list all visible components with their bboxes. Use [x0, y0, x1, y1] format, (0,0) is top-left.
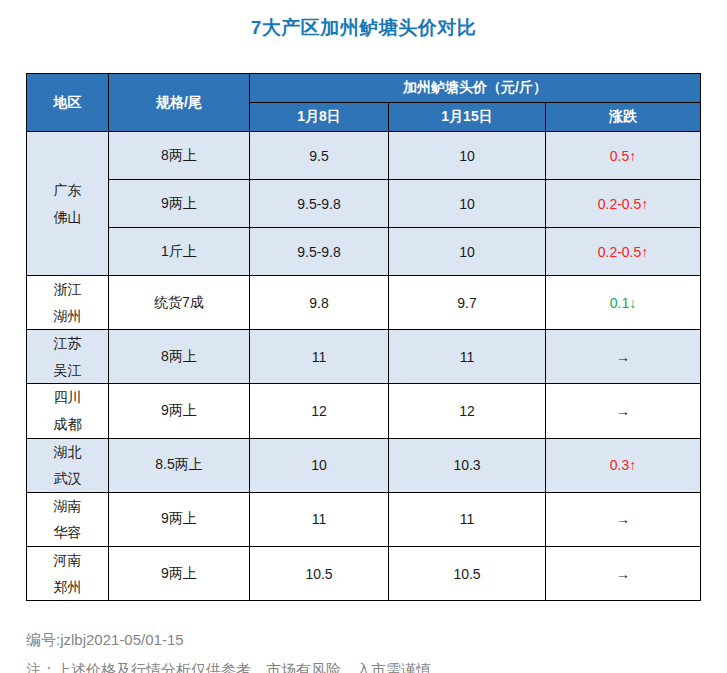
page-title: 7大产区加州鲈塘头价对比 — [0, 0, 727, 41]
header-cell-price-span: 加州鲈塘头价（元/斤） — [250, 74, 701, 103]
price2-cell: 11 — [389, 492, 546, 546]
table-row: 湖南 华容 9两上 11 11 → — [27, 492, 701, 546]
change-cell: → — [546, 330, 701, 384]
region-cell: 江苏 吴江 — [27, 330, 109, 384]
report-code: 编号:jzlbj2021-05/01-15 — [26, 631, 727, 650]
change-cell: 0.2-0.5↑ — [546, 180, 701, 228]
header-cell-change: 涨跌 — [546, 103, 701, 132]
price1-cell: 11 — [250, 492, 389, 546]
spec-cell: 9两上 — [109, 180, 250, 228]
price2-cell: 10 — [389, 180, 546, 228]
price2-cell: 10.5 — [389, 546, 546, 600]
price-comparison-table: 地区 规格/尾 加州鲈塘头价（元/斤） 1月8日 1月15日 涨跌 广东 佛山 … — [26, 73, 701, 601]
price1-cell: 10 — [250, 438, 389, 492]
table-row: 1斤上 9.5-9.8 10 0.2-0.5↑ — [27, 228, 701, 276]
change-cell: 0.5↑ — [546, 132, 701, 180]
price1-cell: 12 — [250, 384, 389, 438]
change-cell: 0.3↑ — [546, 438, 701, 492]
table-row: 四川 成都 9两上 12 12 → — [27, 384, 701, 438]
region-cell: 湖北 武汉 — [27, 438, 109, 492]
table-row: 江苏 吴江 8两上 11 11 → — [27, 330, 701, 384]
header-cell-region: 地区 — [27, 74, 109, 132]
header-cell-spec: 规格/尾 — [109, 74, 250, 132]
price1-cell: 11 — [250, 330, 389, 384]
price1-cell: 9.5-9.8 — [250, 180, 389, 228]
table-row: 河南 郑州 9两上 10.5 10.5 → — [27, 546, 701, 600]
table-row: 广东 佛山 8两上 9.5 10 0.5↑ — [27, 132, 701, 180]
price2-cell: 12 — [389, 384, 546, 438]
change-cell: → — [546, 492, 701, 546]
change-cell: 0.2-0.5↑ — [546, 228, 701, 276]
disclaimer-note: 注：上述价格及行情分析仅供参考，市场有风险，入市需谨慎。 — [26, 661, 727, 673]
spec-cell: 9两上 — [109, 546, 250, 600]
price2-cell: 9.7 — [389, 276, 546, 330]
change-cell: → — [546, 546, 701, 600]
header-cell-date2: 1月15日 — [389, 103, 546, 132]
price1-cell: 9.5 — [250, 132, 389, 180]
spec-cell: 1斤上 — [109, 228, 250, 276]
spec-cell: 8两上 — [109, 330, 250, 384]
region-cell: 广东 佛山 — [27, 132, 109, 276]
spec-cell: 统货7成 — [109, 276, 250, 330]
table-row: 浙江 湖州 统货7成 9.8 9.7 0.1↓ — [27, 276, 701, 330]
price2-cell: 11 — [389, 330, 546, 384]
price1-cell: 9.5-9.8 — [250, 228, 389, 276]
spec-cell: 9两上 — [109, 384, 250, 438]
region-cell: 四川 成都 — [27, 384, 109, 438]
spec-cell: 9两上 — [109, 492, 250, 546]
spec-cell: 8.5两上 — [109, 438, 250, 492]
table-header: 地区 规格/尾 加州鲈塘头价（元/斤） 1月8日 1月15日 涨跌 — [27, 74, 701, 132]
region-cell: 河南 郑州 — [27, 546, 109, 600]
spec-cell: 8两上 — [109, 132, 250, 180]
price2-cell: 10 — [389, 132, 546, 180]
page: 7大产区加州鲈塘头价对比 地区 规格/尾 加州鲈塘头价（元/斤） 1月8日 1月… — [0, 0, 727, 673]
change-cell: 0.1↓ — [546, 276, 701, 330]
price2-cell: 10.3 — [389, 438, 546, 492]
change-cell: → — [546, 384, 701, 438]
header-cell-date1: 1月8日 — [250, 103, 389, 132]
table-row: 9两上 9.5-9.8 10 0.2-0.5↑ — [27, 180, 701, 228]
table-row: 湖北 武汉 8.5两上 10 10.3 0.3↑ — [27, 438, 701, 492]
price2-cell: 10 — [389, 228, 546, 276]
region-cell: 浙江 湖州 — [27, 276, 109, 330]
price1-cell: 10.5 — [250, 546, 389, 600]
price1-cell: 9.8 — [250, 276, 389, 330]
region-cell: 湖南 华容 — [27, 492, 109, 546]
footer: 编号:jzlbj2021-05/01-15 注：上述价格及行情分析仅供参考，市场… — [26, 631, 727, 673]
